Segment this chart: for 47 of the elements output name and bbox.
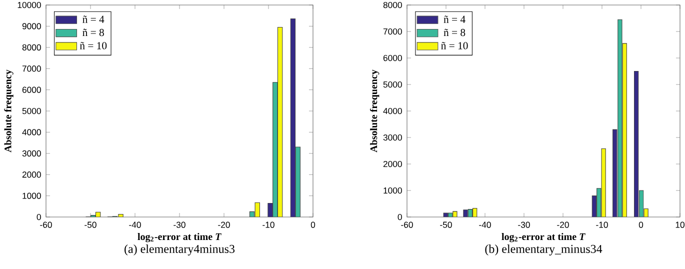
x-tick-label: -20 [218, 222, 230, 228]
y-tick-label: 1000 [22, 192, 41, 199]
x-tick-label: -50 [440, 222, 452, 228]
y-tick-label: 8000 [22, 44, 41, 50]
y-axis-title: Absolute frequency [4, 70, 14, 152]
x-tick-label: -40 [129, 222, 141, 228]
x-tick-label: -60 [40, 222, 52, 228]
y-tick-label: 7000 [22, 66, 41, 72]
legend-label: ñ = 10 [441, 42, 468, 50]
x-tick-label: -30 [518, 222, 530, 228]
x-tick-label: 10 [676, 222, 684, 228]
y-tick-label: 2000 [22, 172, 41, 178]
legend-label: ñ = 4 [82, 16, 104, 23]
y-tick-label: 9000 [22, 23, 41, 30]
x-tick-label: -50 [84, 222, 96, 228]
y-tick-label: 0 [36, 214, 41, 220]
x-tick-label: 0 [638, 222, 644, 228]
x-tick-label: -60 [401, 222, 413, 228]
text: (a) elementary4minus3 [124, 244, 235, 256]
y-tick-label: 3000 [22, 150, 41, 156]
y-tick-label: 5000 [22, 108, 41, 114]
x-tick-label: -30 [174, 222, 186, 228]
y-tick-label: 2000 [383, 160, 402, 168]
y-tick-label: 4000 [383, 108, 402, 114]
y-tick-label: 6000 [22, 86, 41, 93]
legend-label: ñ = 8 [444, 28, 466, 36]
legend-label: ñ = 4 [444, 16, 466, 23]
legend-label: ñ = 10 [80, 42, 107, 50]
y-tick-label: 7000 [383, 28, 402, 35]
x-tick-label: -40 [479, 222, 491, 228]
x-tick-label: -20 [557, 222, 569, 228]
x-tick-label: 0 [310, 222, 316, 228]
legend-label: ñ = 8 [82, 28, 104, 36]
y-tick-label: 1000 [384, 187, 402, 194]
y-tick-label: 8000 [383, 2, 402, 8]
y-tick-label: 0 [398, 214, 402, 220]
y-axis-title: Absolute frequency [370, 70, 380, 152]
x-tick-label: -10 [262, 222, 274, 228]
x-axis-title: log$_{2}$-error at time T [502, 233, 586, 242]
y-tick-label: 4000 [22, 129, 41, 136]
y-tick-label: 10000 [18, 2, 41, 8]
y-tick-label: 3000 [383, 134, 402, 141]
y-tick-label: 6000 [383, 54, 402, 62]
y-tick-label: 5000 [383, 81, 402, 88]
x-tick-label: -10 [596, 222, 608, 228]
text: (b) elementary_minus34 [485, 244, 602, 256]
x-axis-title: log$_{2}$-error at time T [138, 233, 222, 242]
